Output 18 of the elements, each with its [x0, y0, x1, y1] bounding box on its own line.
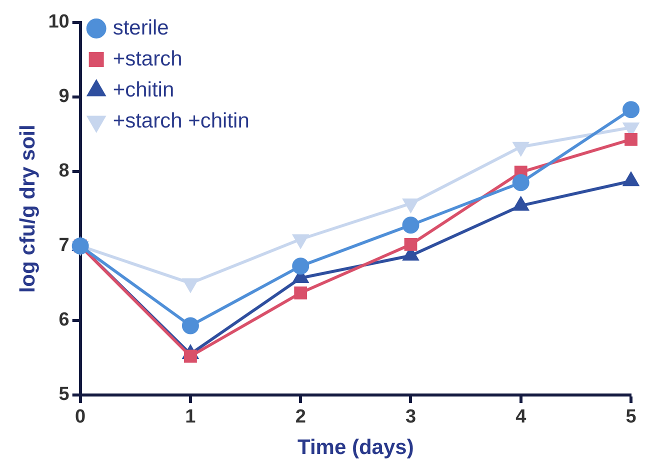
- legend-label: +starch: [112, 47, 182, 70]
- x-axis-title: Time (days): [298, 436, 414, 460]
- x-tick-label: 3: [405, 406, 416, 428]
- x-tick-label: 4: [516, 406, 527, 428]
- x-tick-label: 0: [75, 406, 86, 428]
- y-tick-label: 10: [48, 12, 70, 33]
- x-tick-label: 5: [626, 406, 637, 428]
- y-tick-label: 7: [58, 235, 70, 256]
- x-tick-label: 2: [295, 406, 306, 428]
- legend-label: +starch +chitin: [112, 109, 250, 132]
- legend-label: sterile: [112, 16, 169, 40]
- legend-label: +chitin: [112, 78, 174, 102]
- y-tick-label: 5: [58, 384, 70, 406]
- y-tick-label: 6: [58, 310, 70, 331]
- x-tick-label: 1: [185, 406, 196, 428]
- y-tick-label: 9: [58, 86, 70, 108]
- y-axis-title: log cfu/g dry soil: [16, 124, 40, 293]
- y-tick-label: 8: [58, 160, 70, 182]
